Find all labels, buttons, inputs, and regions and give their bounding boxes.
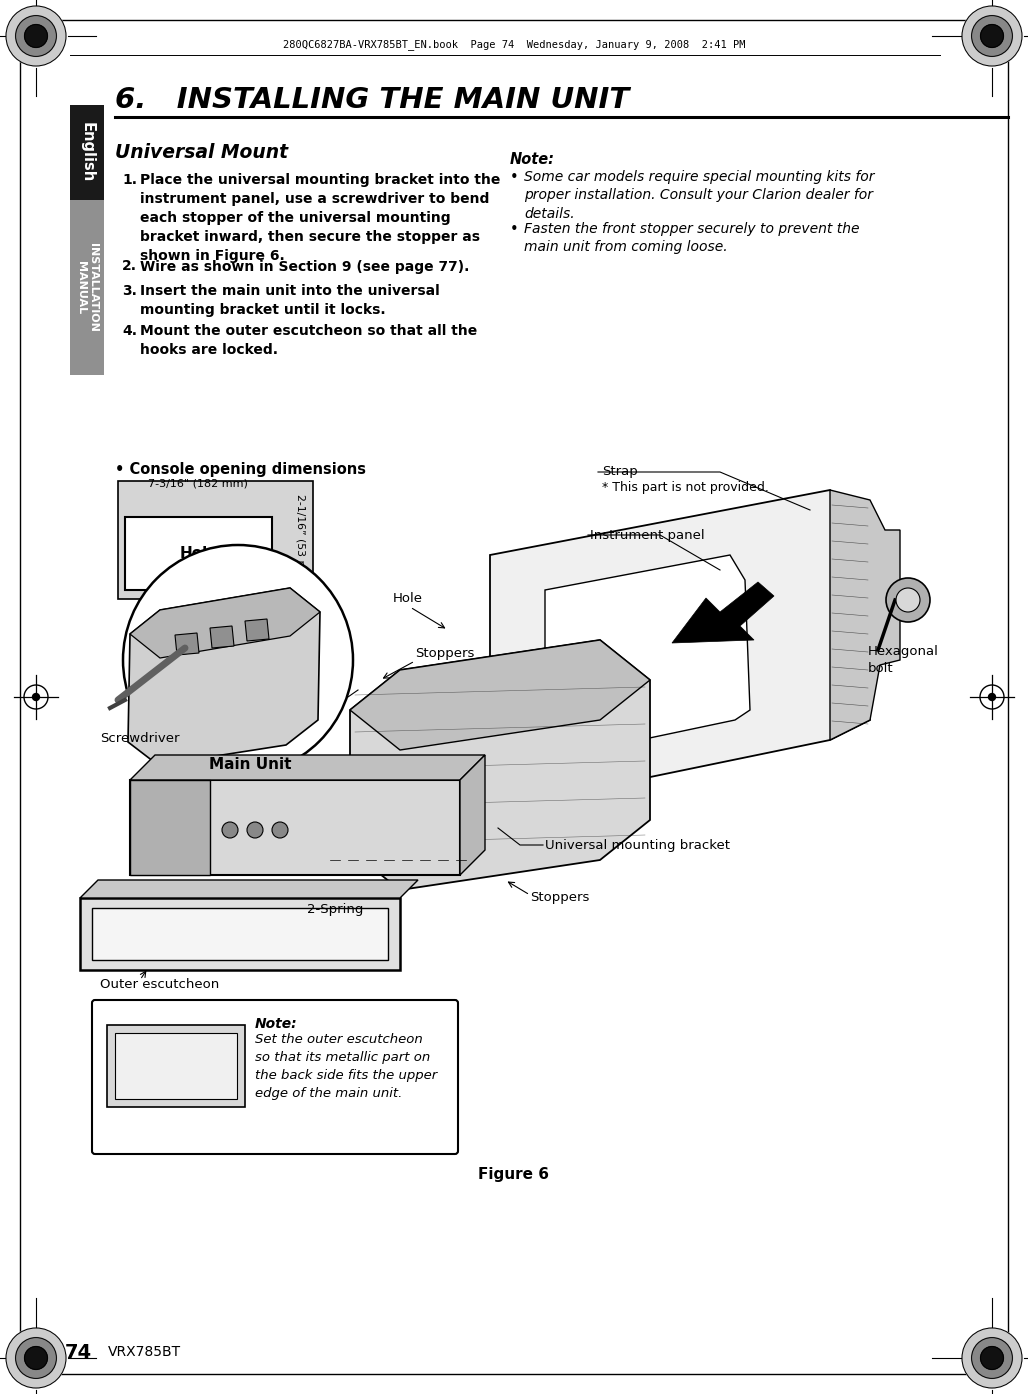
Circle shape (272, 822, 288, 838)
Circle shape (33, 693, 39, 701)
Polygon shape (128, 588, 320, 765)
Polygon shape (830, 491, 900, 740)
Text: VRX785BT: VRX785BT (108, 1345, 181, 1359)
Text: Strap: Strap (602, 466, 637, 478)
Circle shape (981, 25, 1003, 47)
Circle shape (962, 6, 1022, 66)
Circle shape (962, 1328, 1022, 1388)
Bar (130, 781, 460, 875)
Polygon shape (175, 633, 199, 655)
Text: Insert the main unit into the universal
mounting bracket until it locks.: Insert the main unit into the universal … (140, 284, 440, 316)
Polygon shape (80, 880, 418, 898)
Circle shape (989, 693, 995, 701)
Polygon shape (545, 555, 750, 760)
Circle shape (886, 579, 930, 622)
Bar (70, 199, 104, 375)
Text: Note:: Note: (255, 1018, 298, 1032)
Circle shape (6, 6, 66, 66)
FancyBboxPatch shape (91, 999, 458, 1154)
Text: 2.: 2. (122, 259, 137, 273)
Polygon shape (672, 583, 774, 643)
Bar (70, 105, 104, 199)
Polygon shape (245, 619, 269, 641)
Polygon shape (350, 640, 650, 750)
Polygon shape (130, 756, 485, 781)
Circle shape (6, 1328, 66, 1388)
Text: 3.: 3. (122, 284, 137, 298)
Text: 2-Spring: 2-Spring (306, 903, 363, 916)
Polygon shape (130, 588, 320, 658)
Text: 4.: 4. (122, 323, 137, 337)
Text: Fasten the front stopper securely to prevent the
main unit from coming loose.: Fasten the front stopper securely to pre… (524, 222, 859, 254)
Text: INSTALLATION
MANUAL: INSTALLATION MANUAL (76, 243, 98, 332)
Bar (118, 481, 313, 599)
Text: Wire as shown in Section 9 (see page 77).: Wire as shown in Section 9 (see page 77)… (140, 259, 470, 273)
Text: Set the outer escutcheon
so that its metallic part on
the back side fits the upp: Set the outer escutcheon so that its met… (255, 1033, 437, 1100)
Bar (130, 781, 210, 875)
Text: Universal mounting bracket: Universal mounting bracket (545, 839, 730, 852)
Text: Screwdriver: Screwdriver (100, 732, 180, 744)
Text: 1.: 1. (122, 173, 137, 187)
Text: Main Unit: Main Unit (209, 757, 291, 772)
Text: Stoppers: Stoppers (415, 647, 474, 659)
Text: Note:: Note: (510, 152, 555, 167)
Polygon shape (210, 626, 234, 648)
Text: Place the universal mounting bracket into the
instrument panel, use a screwdrive: Place the universal mounting bracket int… (140, 173, 501, 263)
Text: •: • (510, 222, 518, 237)
Text: Hole: Hole (393, 591, 423, 605)
Circle shape (222, 822, 238, 838)
Text: • Console opening dimensions: • Console opening dimensions (115, 461, 366, 477)
Circle shape (25, 1347, 47, 1369)
Text: 7-3/16" (182 mm): 7-3/16" (182 mm) (148, 480, 248, 489)
Text: 2-1/16” (53 mm): 2-1/16” (53 mm) (295, 495, 305, 585)
Text: Hole: Hole (179, 546, 218, 560)
Circle shape (971, 1338, 1013, 1379)
Circle shape (896, 588, 920, 612)
Polygon shape (350, 640, 650, 889)
Circle shape (15, 1338, 57, 1379)
Text: English: English (79, 123, 95, 183)
Text: 74: 74 (65, 1342, 91, 1362)
Bar (80, 898, 400, 970)
Text: Instrument panel: Instrument panel (590, 528, 704, 541)
Bar (115, 1033, 237, 1098)
Text: 6.   INSTALLING THE MAIN UNIT: 6. INSTALLING THE MAIN UNIT (115, 86, 629, 114)
Bar (107, 1025, 245, 1107)
Bar (125, 517, 272, 590)
Text: * This part is not provided.: * This part is not provided. (602, 481, 769, 493)
Circle shape (971, 15, 1013, 56)
Circle shape (247, 822, 263, 838)
Text: Hexagonal
bolt: Hexagonal bolt (868, 645, 939, 675)
Text: Outer escutcheon: Outer escutcheon (100, 979, 219, 991)
Polygon shape (490, 491, 870, 810)
Text: Stoppers: Stoppers (530, 892, 589, 905)
Circle shape (15, 15, 57, 56)
Text: 280QC6827BA-VRX785BT_EN.book  Page 74  Wednesday, January 9, 2008  2:41 PM: 280QC6827BA-VRX785BT_EN.book Page 74 Wed… (283, 39, 745, 50)
Text: •: • (510, 170, 518, 185)
Bar (91, 907, 388, 960)
Text: Some car models require special mounting kits for
proper installation. Consult y: Some car models require special mounting… (524, 170, 875, 220)
Polygon shape (460, 756, 485, 875)
Circle shape (25, 25, 47, 47)
Circle shape (981, 1347, 1003, 1369)
Text: Universal Mount: Universal Mount (115, 142, 288, 162)
Circle shape (123, 545, 353, 775)
Text: Figure 6: Figure 6 (478, 1168, 550, 1182)
Text: Mount the outer escutcheon so that all the
hooks are locked.: Mount the outer escutcheon so that all t… (140, 323, 477, 357)
